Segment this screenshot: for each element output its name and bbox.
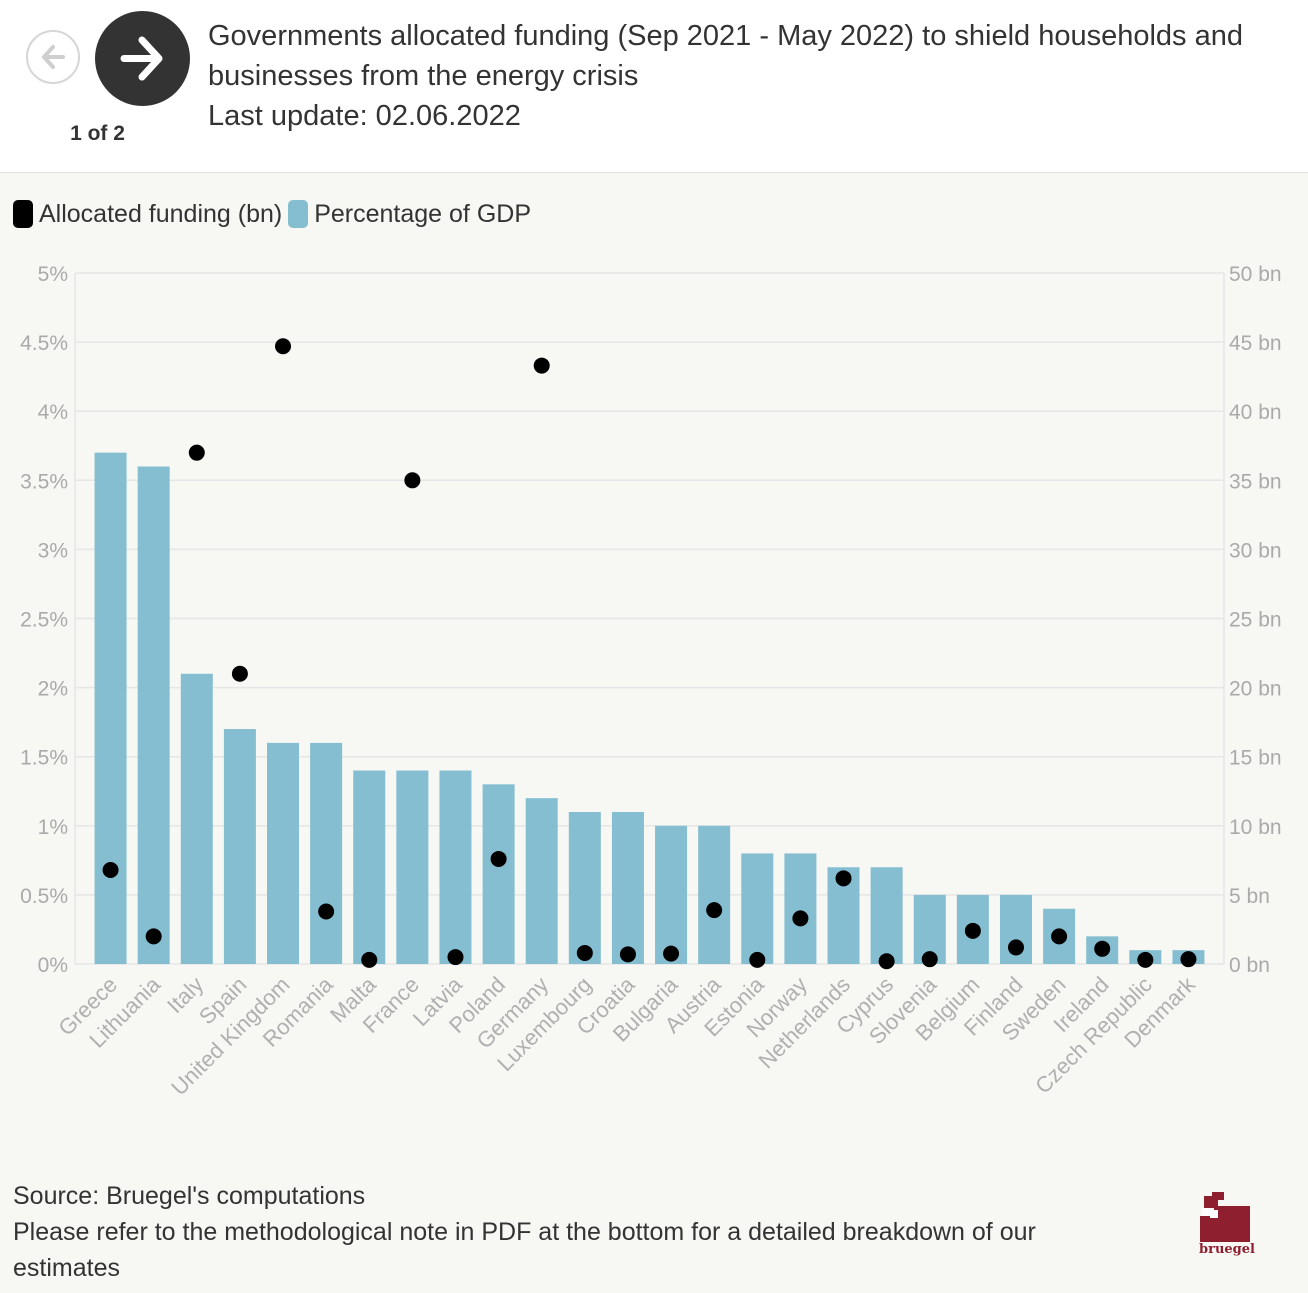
method-note-line-2: estimates [13,1254,120,1282]
right-axis-tick-label: 20 bn [1229,678,1282,701]
data-point [576,944,593,961]
legend-swatch-gdp [288,200,309,228]
source-note: Source: Bruegel's computations [13,1182,366,1210]
combo-chart: 0% 0.5% 1% 1.5% 2% 2.5% 3% 3.5% 4% 4.5% 5% 0 bn 5 bn… [20,263,1282,1100]
right-axis-tick-label: 50 bn [1229,263,1282,286]
right-axis-tick-label: 25 bn [1229,609,1282,632]
left-axis-tick-label: 4% [38,401,68,424]
title-line-2: businesses from the energy crisis [208,60,639,92]
data-point [318,903,335,920]
left-axis-tick-label: 1% [38,816,68,839]
data-point [447,949,464,966]
data-point [490,850,507,867]
legend-label-funding: Allocated funding (bn) [39,199,283,228]
logo-text: bruegel [1199,1242,1255,1257]
bar [568,811,601,964]
chart-title: Governments allocated funding (Sep 2021 … [208,16,1288,136]
bar [784,853,817,964]
right-axis-tick-label: 15 bn [1229,747,1282,770]
left-axis-tick-label: 4.5% [20,332,68,355]
data-point [792,910,809,927]
legend-item-gdp[interactable]: Percentage of GDP [288,200,531,229]
previous-button[interactable] [26,30,80,84]
next-button[interactable] [95,11,190,106]
data-point [921,951,938,968]
bar [482,784,515,964]
data-point [663,945,680,962]
right-axis-tick-label: 30 bn [1229,539,1282,562]
bar [137,466,170,964]
bar [267,742,300,964]
left-axis-tick-label: 2% [38,678,68,701]
data-point [1094,940,1111,957]
method-note-line-1: Please refer to the methodological note … [13,1218,1036,1246]
right-axis-tick-label: 10 bn [1229,816,1282,839]
bruegel-logo[interactable]: bruegel [1198,1192,1256,1262]
bar [698,825,731,964]
data-point [964,922,981,939]
footer: Source: Bruegel's computations Please re… [13,1178,1133,1286]
data-point [361,951,378,968]
legend-label-gdp: Percentage of GDP [314,199,532,228]
left-axis-tick-label: 1.5% [20,747,68,770]
left-axis-tick-label: 0.5% [20,885,68,908]
left-axis-tick-label: 0% [38,954,68,977]
bar [94,452,127,964]
page-indicator: 1 of 2 [70,122,125,145]
bar [655,825,688,964]
arrow-left-icon [42,45,65,69]
data-point [835,870,852,887]
left-axis-tick-label: 3.5% [20,470,68,493]
header: 1 of 2 Governments allocated funding (Se… [0,0,1308,173]
legend-item-funding[interactable]: Allocated funding (bn) [13,200,282,229]
bar [439,770,472,964]
data-point [145,928,162,945]
legend-swatch-funding [13,200,33,228]
bar [353,770,386,964]
right-axis-tick-label: 0 bn [1229,954,1270,977]
data-point [1137,951,1154,968]
data-point [1051,928,1068,945]
arrow-right-icon [120,36,163,81]
bar [223,729,256,964]
bar [525,798,558,964]
data-point [1007,939,1024,956]
bar [611,811,644,964]
right-axis-tick-label: 40 bn [1229,401,1282,424]
data-point [533,357,550,374]
data-point [231,665,248,682]
title-line-1: Governments allocated funding (Sep 2021 … [208,20,1243,52]
right-axis-tick-label: 45 bn [1229,332,1282,355]
data-point [102,862,119,879]
left-axis-tick-label: 5% [38,263,68,286]
left-axis-tick-label: 2.5% [20,609,68,632]
bar [396,770,429,964]
data-point [706,902,723,919]
data-point [188,444,205,461]
last-update: Last update: 02.06.2022 [208,100,521,132]
data-point [1180,951,1197,968]
bar [741,853,774,964]
bar [310,742,343,964]
bar [180,673,213,964]
data-point [619,946,636,963]
legend: Allocated funding (bn) Percentage of GDP [13,196,537,232]
right-axis-tick-label: 35 bn [1229,470,1282,493]
left-axis-tick-label: 3% [38,539,68,562]
right-axis-tick-label: 5 bn [1229,885,1270,908]
bar [870,867,903,964]
data-point [878,953,895,970]
data-point [275,338,292,355]
bruegel-logo-mark [1200,1192,1250,1242]
data-point [749,951,766,968]
data-point [404,472,421,489]
